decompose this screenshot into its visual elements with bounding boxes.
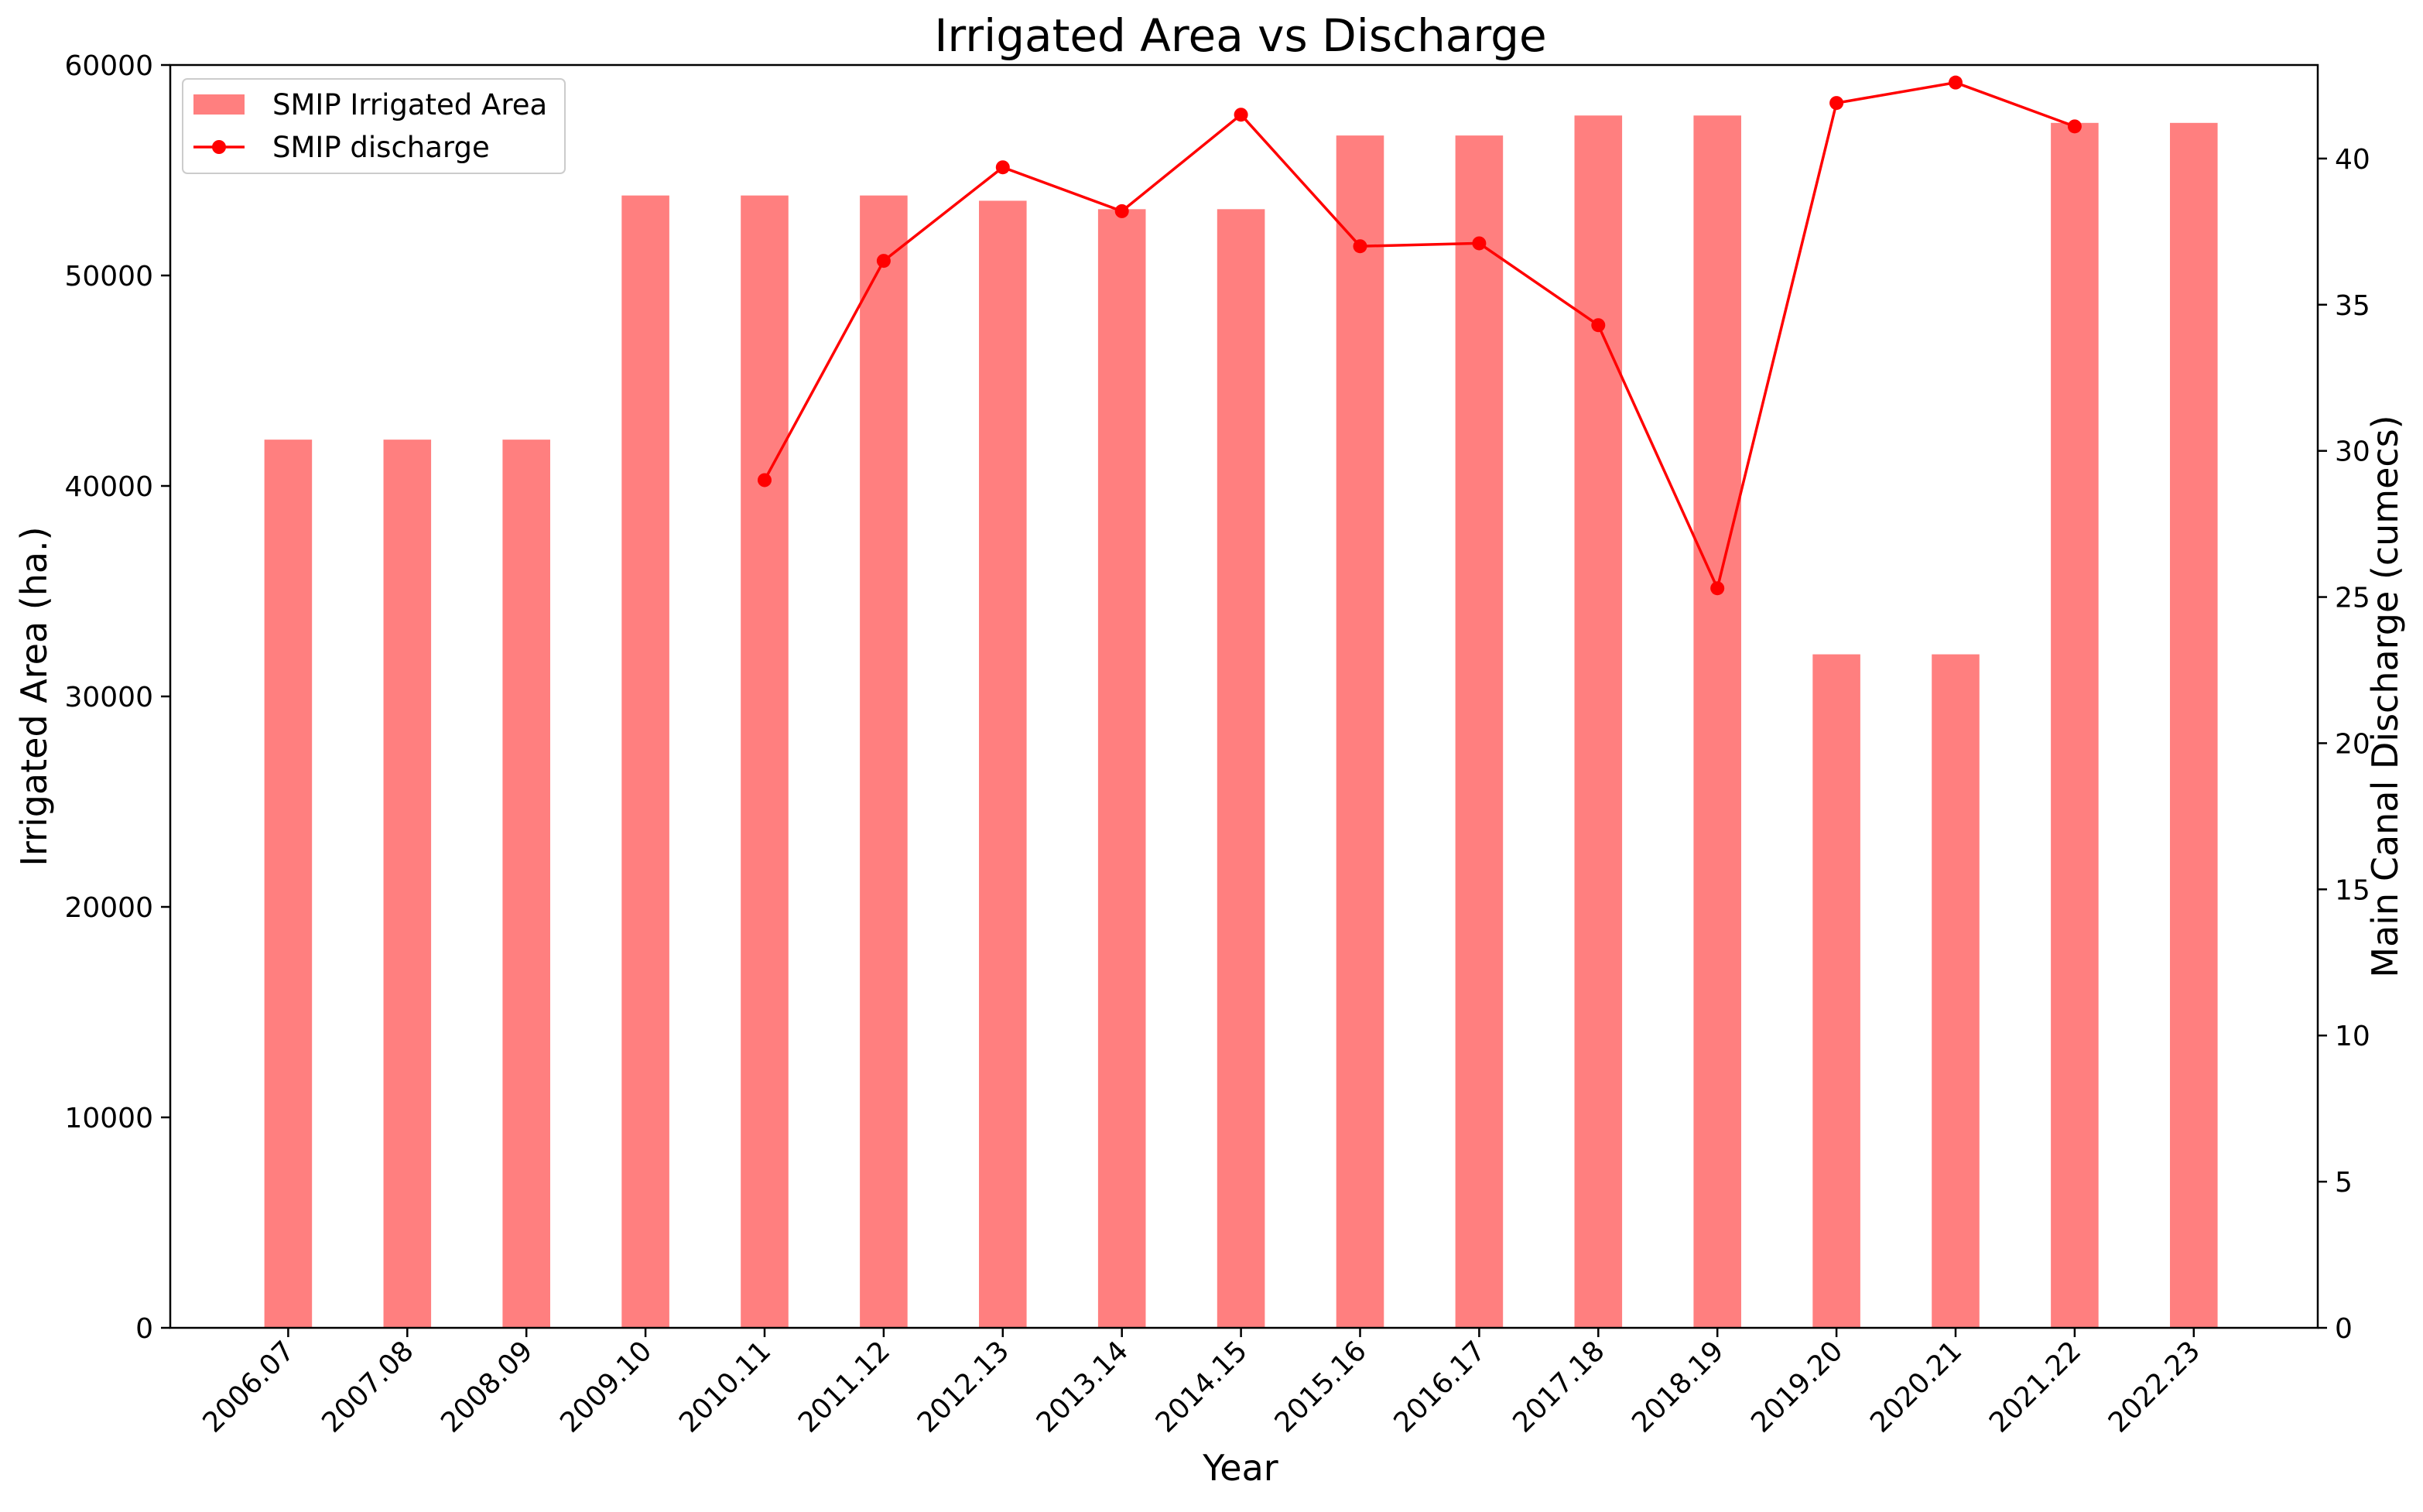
discharge-point-2017.18 bbox=[1591, 318, 1606, 333]
legend-bar-swatch bbox=[193, 94, 245, 115]
x-axis-ticks: 2006.07 2007.08 2008.09 2009.10 2010.11 2011.… bbox=[197, 1328, 2206, 1439]
right-tick-label: 25 bbox=[2335, 583, 2370, 614]
x-tick-label: 2021.22 bbox=[1983, 1335, 2087, 1438]
x-tick-label: 2009.10 bbox=[554, 1335, 658, 1438]
right-tick-label: 35 bbox=[2335, 290, 2370, 322]
left-axis-label: Irrigated Area (ha.) bbox=[13, 526, 55, 866]
right-tick-label: 0 bbox=[2335, 1313, 2353, 1345]
bar-2019.20 bbox=[1812, 654, 1860, 1328]
right-tick-label: 15 bbox=[2335, 874, 2370, 906]
bar-2012.13 bbox=[979, 200, 1027, 1329]
x-tick-label: 2012.13 bbox=[912, 1335, 1015, 1438]
right-tick-label: 5 bbox=[2335, 1167, 2353, 1199]
x-tick-label: 2022.23 bbox=[2103, 1335, 2206, 1438]
x-tick-label: 2014.15 bbox=[1150, 1335, 1254, 1438]
bar-2016.17 bbox=[1455, 135, 1504, 1328]
right-tick-label: 40 bbox=[2335, 144, 2370, 176]
legend-box bbox=[182, 78, 566, 174]
x-axis-label: Year bbox=[1202, 1447, 1278, 1489]
left-tick-label: 50000 bbox=[64, 261, 153, 292]
right-axis-ticks: 0 5 10 15 20 25 30 35 40 bbox=[2318, 144, 2370, 1345]
x-tick-label: 2020.21 bbox=[1864, 1335, 1968, 1438]
left-tick-label: 10000 bbox=[64, 1103, 153, 1134]
bar-2009.10 bbox=[621, 195, 669, 1328]
bar-2013.14 bbox=[1097, 209, 1146, 1328]
left-tick-label: 40000 bbox=[64, 471, 153, 503]
discharge-point-2020.21 bbox=[1949, 75, 1963, 90]
x-tick-label: 2017.18 bbox=[1507, 1335, 1610, 1438]
bar-2011.12 bbox=[860, 195, 908, 1328]
bar-2014.15 bbox=[1217, 209, 1265, 1328]
legend: SMIP Irrigated Area SMIP discharge bbox=[182, 78, 566, 174]
x-tick-label: 2018.19 bbox=[1626, 1335, 1730, 1438]
legend-label-irrigated-area: SMIP Irrigated Area bbox=[272, 88, 547, 121]
bar-2006.07 bbox=[264, 440, 313, 1329]
discharge-point-2012.13 bbox=[995, 160, 1010, 175]
bar-2015.16 bbox=[1336, 135, 1384, 1328]
left-tick-label: 60000 bbox=[64, 50, 153, 82]
discharge-point-2016.17 bbox=[1472, 236, 1487, 251]
line-series-group bbox=[758, 75, 2082, 596]
left-tick-label: 20000 bbox=[64, 892, 153, 924]
discharge-point-2019.20 bbox=[1829, 96, 1844, 111]
left-tick-label: 0 bbox=[135, 1313, 153, 1345]
legend-line-marker bbox=[212, 140, 226, 154]
left-tick-label: 30000 bbox=[64, 682, 153, 713]
x-tick-label: 2010.11 bbox=[673, 1335, 777, 1438]
right-axis-label: Main Canal Discharge (cumecs) bbox=[2364, 415, 2406, 977]
right-tick-label: 30 bbox=[2335, 436, 2370, 468]
x-tick-label: 2015.16 bbox=[1269, 1335, 1373, 1438]
x-tick-label: 2013.14 bbox=[1031, 1335, 1134, 1438]
x-tick-label: 2006.07 bbox=[197, 1335, 301, 1438]
bar-2008.09 bbox=[502, 440, 550, 1329]
x-tick-label: 2011.12 bbox=[792, 1335, 896, 1438]
chart-title: Irrigated Area vs Discharge bbox=[934, 9, 1546, 62]
bar-group bbox=[264, 115, 2218, 1329]
bar-2017.18 bbox=[1574, 115, 1623, 1328]
discharge-point-2013.14 bbox=[1114, 204, 1129, 218]
discharge-point-2021.22 bbox=[2067, 119, 2082, 134]
bar-2020.21 bbox=[1932, 654, 1980, 1328]
discharge-point-2014.15 bbox=[1234, 108, 1248, 122]
right-tick-label: 10 bbox=[2335, 1021, 2370, 1052]
discharge-point-2010.11 bbox=[758, 473, 772, 487]
bar-2021.22 bbox=[2051, 122, 2099, 1328]
discharge-point-2015.16 bbox=[1353, 239, 1367, 254]
x-tick-label: 2007.08 bbox=[316, 1335, 419, 1438]
bar-2022.23 bbox=[2170, 122, 2218, 1328]
discharge-line bbox=[763, 80, 2076, 593]
bar-2018.19 bbox=[1693, 115, 1741, 1328]
legend-label-discharge: SMIP discharge bbox=[272, 131, 490, 164]
left-axis-ticks: 0 10000 20000 30000 40000 50000 60000 bbox=[64, 50, 170, 1345]
bar-2010.11 bbox=[741, 195, 789, 1328]
discharge-point-2018.19 bbox=[1710, 581, 1725, 596]
bar-2007.08 bbox=[383, 440, 432, 1329]
x-tick-label: 2008.09 bbox=[435, 1335, 539, 1438]
discharge-point-2011.12 bbox=[876, 254, 891, 269]
x-tick-label: 2019.20 bbox=[1745, 1335, 1849, 1438]
right-tick-label: 20 bbox=[2335, 728, 2370, 760]
x-tick-label: 2016.17 bbox=[1388, 1335, 1492, 1438]
